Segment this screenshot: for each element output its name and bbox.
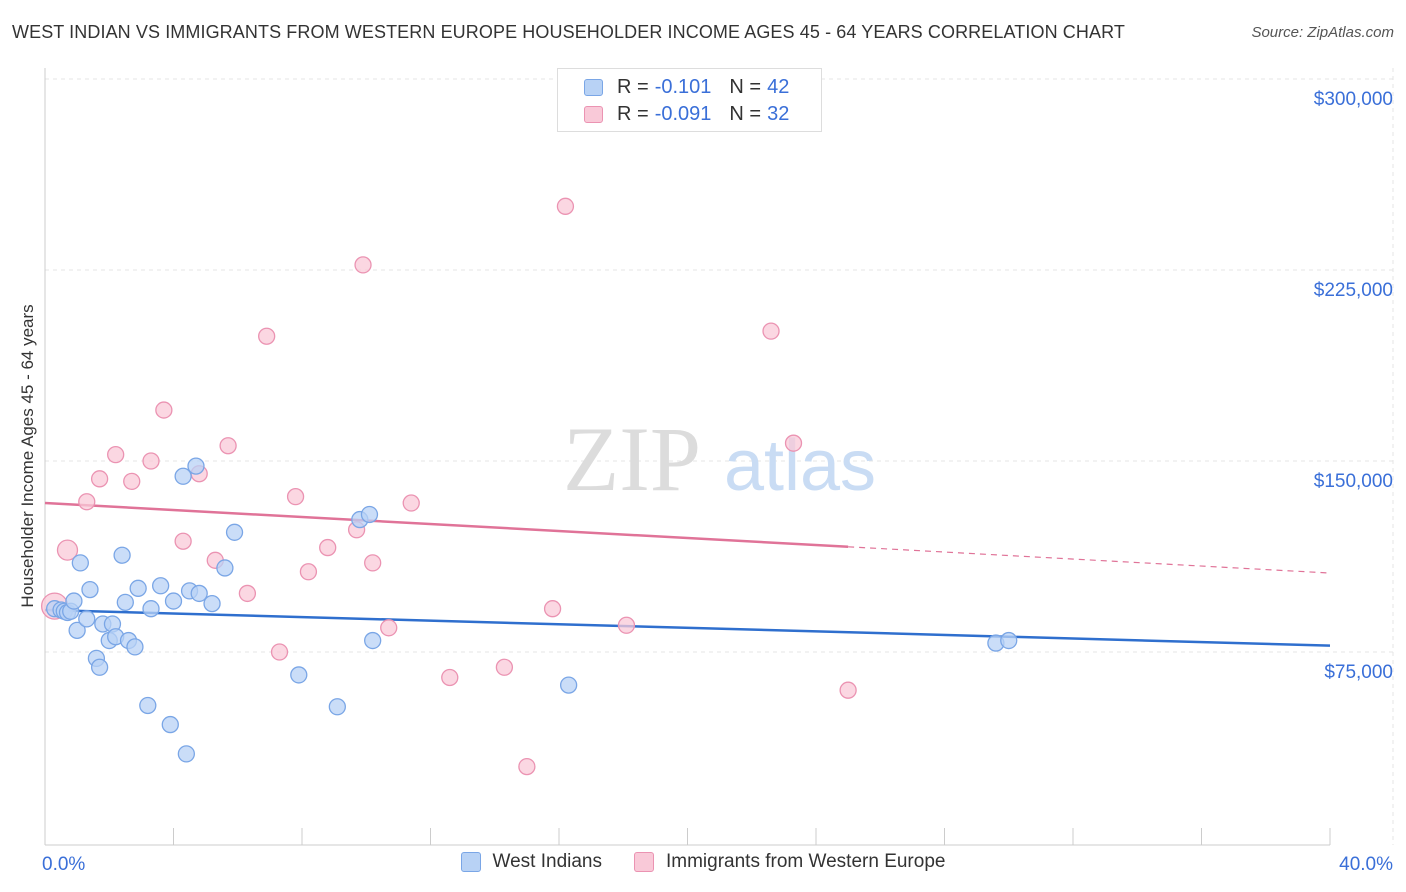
legend-swatch-pink [584,105,603,123]
legend-swatch-blue [584,78,603,96]
legend-r-value: -0.101 [654,75,712,98]
point-west-indians-11 [90,658,109,676]
y-tick-label-0: $75,000 [1324,662,1393,683]
legend-n-label: N = [729,102,762,125]
legend-n-label: N = [729,75,762,98]
point-west-indians-6 [68,621,86,640]
point-immigrants-7 [155,401,173,419]
point-immigrants-22 [402,494,420,512]
y-tick-label-1: $150,000 [1314,471,1393,492]
y-tick-label-3: $300,000 [1314,89,1393,110]
point-west-indians-21 [139,696,157,715]
point-immigrants-8 [174,532,192,550]
axes [44,68,1331,846]
point-immigrants-1 [56,539,79,561]
point-west-indians-35 [328,698,346,716]
legend-r-label: R = [617,75,649,98]
tick-labels: $75,000 $150,000 $225,000 $300,000 0.0% 40.0% [42,89,1393,875]
point-immigrants-5 [123,472,141,491]
point-west-indians-5 [65,592,83,610]
legend-r-label: R = [617,102,649,125]
point-west-indians-34 [290,666,308,684]
point-immigrants-24 [495,658,514,676]
point-west-indians-25 [164,592,183,610]
point-immigrants-4 [107,445,125,464]
watermark-zip: ZIP [563,408,701,510]
legend-label-immigrants: Immigrants from Western Europe [666,851,946,872]
stats-legend-row-immigrants: R = -0.091 N = 32 [584,102,789,126]
point-immigrants-16 [299,563,318,581]
point-west-indians-23 [151,577,170,595]
x-tick-label-max: 40.0% [1339,854,1393,875]
point-immigrants-11 [219,437,237,455]
legend-swatch-pink [634,852,654,872]
trend-line-0 [44,608,1331,647]
chart-title: WEST INDIAN VS IMMIGRANTS FROM WESTERN E… [12,22,1125,42]
point-west-indians-41 [1000,631,1018,650]
point-west-indians-33 [225,523,244,541]
trend-line-1 [44,501,849,549]
point-immigrants-13 [258,327,276,345]
point-west-indians-20 [129,579,147,597]
point-west-indians-22 [142,600,160,618]
point-west-indians-19 [126,638,144,656]
point-west-indians-31 [203,594,221,613]
point-west-indians-29 [187,457,205,475]
point-immigrants-28 [617,616,636,634]
point-immigrants-6 [142,452,160,470]
point-west-indians-30 [190,584,208,603]
gridlines [45,68,1394,845]
y-tick-label-2: $225,000 [1314,280,1393,301]
point-west-indians-32 [216,559,234,577]
chart-source: Source: ZipAtlas.com [1251,24,1394,41]
point-west-indians-9 [81,580,99,599]
series-legend: West Indians Immigrants from Western Eur… [0,851,1406,873]
legend-item-immigrants[interactable]: Immigrants from Western Europe [634,851,945,873]
point-immigrants-25 [518,757,536,776]
legend-n-value: 32 [767,102,790,125]
point-immigrants-23 [441,668,459,687]
legend-label-west-indians: West Indians [492,851,602,872]
point-immigrants-19 [354,256,372,274]
point-west-indians-17 [116,593,134,611]
trend-line-dashed-1 [848,546,1331,574]
watermark: ZIP atlas [563,408,876,510]
point-immigrants-31 [839,681,857,699]
point-west-indians-7 [71,554,89,572]
point-immigrants-14 [270,643,289,661]
legend-item-west-indians[interactable]: West Indians [460,851,602,873]
point-west-indians-8 [78,610,96,628]
point-immigrants-26 [543,600,562,618]
point-immigrants-3 [90,470,109,488]
point-immigrants-30 [784,434,803,452]
point-immigrants-27 [556,197,575,215]
point-immigrants-15 [286,488,305,506]
stats-legend: R = -0.101 N = 42 R = -0.091 N = 32 [557,68,822,132]
trend-lines [44,501,1331,647]
point-immigrants-20 [364,554,382,572]
series-immigrants-points [40,197,857,776]
x-tick-label-min: 0.0% [42,854,85,875]
stats-legend-row-west-indians: R = -0.101 N = 42 [584,75,789,99]
point-west-indians-16 [113,546,131,564]
point-west-indians-27 [177,745,196,763]
point-immigrants-2 [78,493,96,511]
point-immigrants-29 [762,322,780,340]
series-west-indians-points [45,457,1018,763]
point-west-indians-24 [161,715,179,734]
point-west-indians-26 [174,467,192,485]
legend-r-value: -0.091 [654,102,712,125]
legend-n-value: 42 [767,75,790,98]
legend-swatch-blue [460,852,481,872]
point-west-indians-38 [364,631,382,650]
point-west-indians-39 [559,676,578,694]
point-immigrants-12 [238,584,257,603]
point-immigrants-17 [319,538,337,557]
point-west-indians-37 [360,505,379,524]
point-immigrants-21 [380,619,398,637]
